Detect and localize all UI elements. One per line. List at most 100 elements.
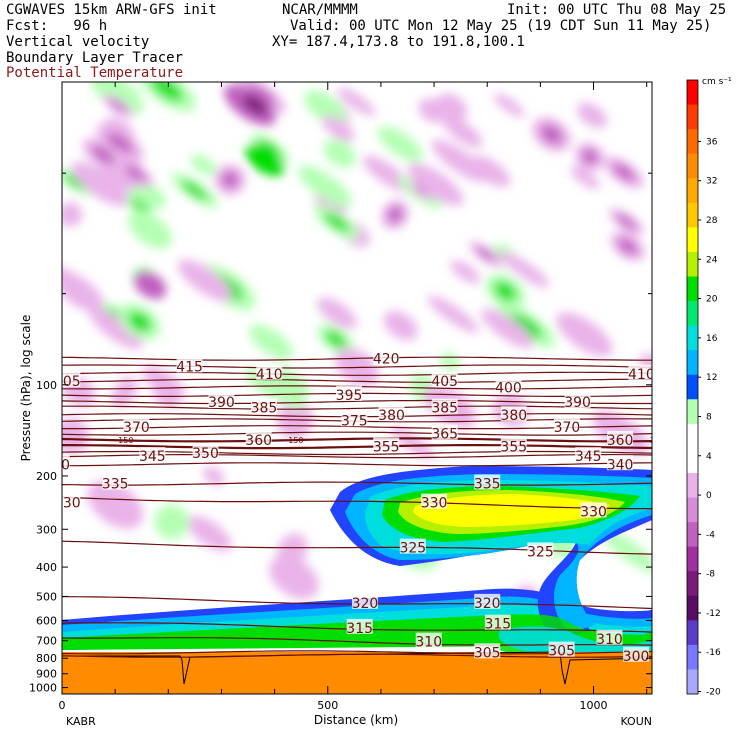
left-endpoint-label: KABR [66,715,96,728]
theta-label-bg [421,493,448,509]
theta-contour [62,431,652,436]
y-tick-label: 200 [36,470,57,483]
colorbar-swatch [687,251,698,277]
colorbar-swatch [687,448,698,474]
theta-label-bg [336,385,363,401]
theta-label-bg [500,406,527,422]
velocity-cell [481,308,534,349]
theta-label-bg [564,393,591,409]
velocity-cell [377,126,423,162]
theta-label: 310 [415,635,442,651]
velocity-cell [181,180,208,201]
center-label: NCAR/MMMM [282,2,358,18]
velocity-cell [111,377,138,407]
theta-label-bg [399,538,426,554]
theta-label: 325 [399,541,426,557]
field-vertical-velocity: Vertical velocity [6,34,150,50]
velocity-cell [510,313,543,338]
velocity-cell [269,555,319,600]
velocity-cell [570,166,600,189]
theta-label: 375 [341,413,368,429]
theta-label: 305 [474,645,501,661]
colorbar-swatch [687,620,698,646]
theta-contour [62,437,652,443]
theta-contour [62,356,652,361]
velocity-cell [476,247,496,262]
theta-label: 370 [123,420,150,436]
theta-label: 410 [256,367,283,383]
colorbar-swatch [687,178,698,204]
velocity-cell [244,368,290,403]
theta-label: 385 [431,401,458,417]
velocity-cell [248,85,275,106]
theta-label: 335 [474,477,501,493]
theta-label-bg [474,643,501,659]
colorbar-unit: cm s⁻¹ [702,77,732,87]
y-tick-label: 700 [36,635,57,648]
velocity-cell [277,533,308,567]
velocity-cell [325,331,347,348]
colorbar-label: 16 [706,334,718,344]
colorbar-label: 4 [706,452,712,462]
colorbar-swatch [687,546,698,572]
velocity-cell [556,312,613,357]
init-time: Init: 00 UTC Thu 08 May 25 [507,2,727,18]
velocity-cell [151,82,183,102]
velocity-cell [249,324,294,360]
colorbar-label: 36 [706,137,718,147]
y-tick-label: 1000 [29,682,57,695]
y-tick-label: 400 [36,561,57,574]
velocity-cell [133,270,167,300]
velocity-cell [418,98,446,123]
theta-contour [62,399,652,405]
colorbar: 36 32 28 24 20 16 12 8 4 0 -4 -8 -12 -16 -20 [686,79,721,698]
velocity-cell [106,132,134,154]
velocity-cell [602,531,652,573]
theta-label: 395 [336,388,363,404]
colorbar-label: 28 [706,216,718,226]
colorbar-swatch [687,104,698,130]
theta-label-bg [607,430,634,446]
theta-label-bg [245,430,272,446]
velocity-cell [242,95,268,115]
theta-label-bg [623,646,650,662]
velocity-cell [581,149,598,165]
colorbar-label: 32 [706,177,717,187]
theta-label-bg [123,418,150,434]
theta-contour [62,540,652,555]
y-tick-label: 600 [36,614,57,627]
velocity-cell [324,212,350,232]
theta-label: 315 [484,617,511,633]
pressure-mark-label: 150 [650,436,665,445]
colorbar-swatch [687,497,698,523]
velocity-cell [64,174,85,190]
colorbar-swatch [687,276,698,302]
theta-label: 355 [33,440,60,456]
theta-label-bg [484,614,511,630]
theta-label: 330 [421,496,448,512]
theta-label-bg [341,411,368,427]
theta-label: 325 [527,544,554,560]
theta-label: 365 [431,427,458,443]
velocity-cell [221,171,239,189]
theta-label-bg [208,393,235,409]
theta-contour [62,405,652,410]
velocity-cell [304,90,347,125]
velocity-cell [407,163,464,206]
velocity-cell [109,99,127,113]
colorbar-swatch [687,227,698,253]
colorbar-swatch [687,669,698,695]
colorbar-swatch [687,522,698,548]
x-tick-label: 0 [59,699,66,712]
theta-label-bg [250,398,277,414]
pressure-mark-label: 150 [118,436,133,445]
theta-label: 380 [500,408,527,424]
colorbar-swatch [687,644,698,670]
x-axis-label: Distance (km) [314,713,398,727]
velocity-cell [387,206,403,223]
theta-label-bg [102,474,129,490]
theta-label-bg [256,364,283,380]
velocity-cell [128,211,172,249]
velocity-cell [323,139,356,168]
